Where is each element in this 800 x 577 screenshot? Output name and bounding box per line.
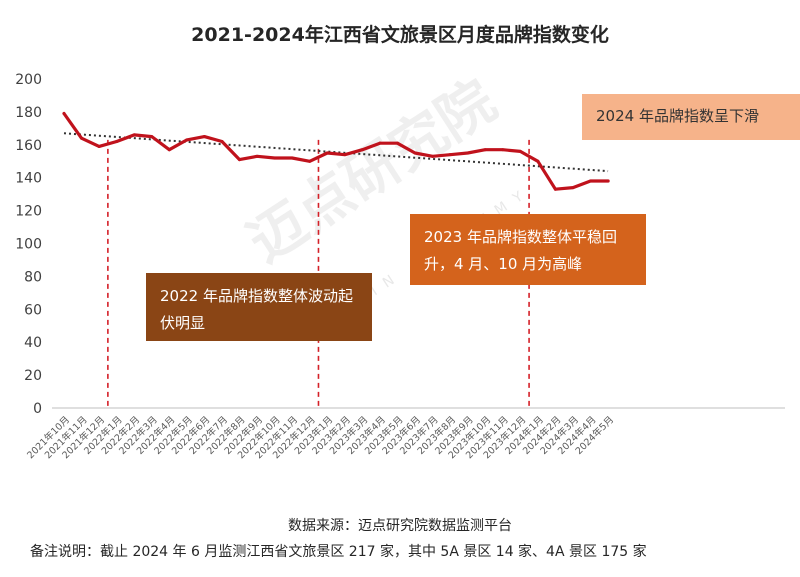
data-point <box>115 140 119 144</box>
data-point <box>308 159 312 163</box>
data-point <box>501 148 505 152</box>
y-tick-label: 60 <box>24 302 42 318</box>
data-point <box>80 136 84 140</box>
data-point <box>132 133 136 137</box>
data-point <box>150 135 154 139</box>
data-point <box>606 179 610 183</box>
y-tick-label: 160 <box>15 138 42 154</box>
data-point <box>431 154 435 158</box>
data-point <box>343 153 347 157</box>
annotation-2022: 2022 年品牌指数整体波动起伏明显 <box>146 273 372 341</box>
series-layer <box>62 111 610 191</box>
data-point <box>167 148 171 152</box>
data-point <box>378 141 382 145</box>
y-tick-label: 20 <box>24 368 42 384</box>
y-tick-label: 80 <box>24 269 42 285</box>
data-point <box>97 144 101 148</box>
data-point <box>360 148 364 152</box>
remark-note: 备注说明：截止 2024 年 6 月监测江西省文旅景区 217 家，其中 5A … <box>30 544 647 560</box>
y-tick-label: 200 <box>15 72 42 88</box>
y-tick-label: 120 <box>15 204 42 220</box>
data-point <box>536 159 540 163</box>
data-point <box>589 179 592 183</box>
data-point <box>571 186 575 190</box>
trendline-line <box>63 132 609 173</box>
data-point <box>202 135 206 139</box>
y-tick-label: 0 <box>33 401 42 417</box>
data-point <box>518 149 522 153</box>
data-point <box>62 112 66 116</box>
y-tick-label: 40 <box>24 335 42 351</box>
annotation-2023: 2023 年品牌指数整体平稳回升，4 月、10 月为高峰 <box>410 214 646 285</box>
x-tick-labels: 2021年10月2021年11月2021年12月2022年1月2022年2月20… <box>25 414 617 462</box>
series-line <box>62 111 610 191</box>
y-tick-label: 180 <box>15 105 42 121</box>
data-point <box>325 151 329 155</box>
data-point <box>238 158 241 162</box>
trendline <box>63 132 609 173</box>
data-point <box>220 140 224 144</box>
data-point <box>290 156 294 160</box>
y-tick-labels: 0 20 40 60 80 100 120 140 160 180 200 <box>15 72 42 417</box>
data-point <box>413 151 417 155</box>
annotation-2024: 2024 年品牌指数呈下滑 <box>582 94 800 140</box>
data-point <box>255 154 259 158</box>
data-point <box>185 138 189 142</box>
y-tick-label: 140 <box>15 171 42 187</box>
data-point <box>273 156 277 160</box>
data-point <box>395 141 399 145</box>
data-point <box>448 153 452 157</box>
chart-title: 2021-2024年江西省文旅景区月度品牌指数变化 <box>191 24 609 46</box>
y-tick-label: 100 <box>15 237 42 253</box>
data-point <box>466 151 470 155</box>
data-point <box>553 187 557 191</box>
data-point <box>483 148 487 152</box>
data-source-note: 数据来源：迈点研究院数据监测平台 <box>288 518 512 534</box>
